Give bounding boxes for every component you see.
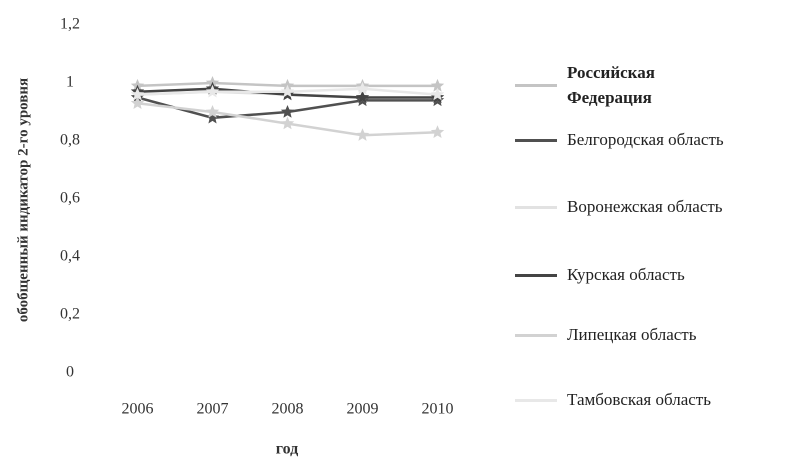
point-marker bbox=[355, 128, 370, 141]
x-tick-label: 2006 bbox=[122, 401, 154, 418]
point-marker bbox=[355, 90, 370, 104]
legend-swatch bbox=[515, 333, 557, 337]
legend-swatch bbox=[515, 138, 557, 142]
point-marker bbox=[430, 87, 445, 101]
point-marker bbox=[205, 105, 220, 118]
y-tick-label: 1,2 bbox=[60, 16, 80, 33]
point-marker bbox=[130, 96, 145, 109]
legend-label: Липецкая область bbox=[567, 325, 697, 344]
y-tick-label: 0,4 bbox=[60, 248, 80, 265]
point-marker bbox=[355, 81, 370, 95]
legend-item: Воронежская область bbox=[515, 197, 723, 217]
legend-label: Белгородская область bbox=[567, 130, 724, 149]
y-tick-label: 0,6 bbox=[60, 190, 80, 207]
point-marker bbox=[430, 78, 445, 92]
point-marker bbox=[205, 84, 220, 98]
y-tick-label: 0 bbox=[66, 364, 74, 381]
legend-label: Российская Федерация bbox=[567, 63, 655, 107]
legend-label: Курская область bbox=[567, 265, 685, 284]
x-tick-label: 2007 bbox=[197, 401, 229, 418]
legend-swatch bbox=[515, 398, 557, 402]
point-marker bbox=[280, 105, 295, 118]
point-marker bbox=[280, 116, 295, 130]
point-marker bbox=[280, 84, 295, 98]
point-marker bbox=[205, 110, 220, 124]
legend-item: Курская область bbox=[515, 265, 685, 285]
legend-label: Воронежская область bbox=[567, 197, 723, 216]
x-tick-label: 2009 bbox=[347, 401, 379, 418]
legend-swatch bbox=[515, 205, 557, 209]
legend-swatch bbox=[515, 83, 557, 87]
legend-item: Российская Федерация bbox=[515, 60, 697, 110]
legend-item: Белгородская область bbox=[515, 130, 724, 150]
legend-item: Липецкая область bbox=[515, 325, 696, 345]
legend-item: Тамбовская область bbox=[515, 390, 711, 410]
x-tick-label: 2008 bbox=[272, 401, 304, 418]
point-marker bbox=[130, 87, 145, 101]
x-axis-label: год bbox=[276, 441, 299, 458]
y-tick-label: 0,8 bbox=[60, 132, 80, 149]
y-tick-label: 1 bbox=[66, 74, 74, 91]
legend-swatch bbox=[515, 273, 557, 277]
y-tick-label: 0,2 bbox=[60, 306, 80, 323]
legend-label: Тамбовская область bbox=[567, 390, 711, 409]
y-axis-label: обобщенный индикатор 2-го уровня bbox=[15, 78, 31, 322]
x-tick-label: 2010 bbox=[422, 401, 454, 418]
point-marker bbox=[430, 125, 445, 138]
